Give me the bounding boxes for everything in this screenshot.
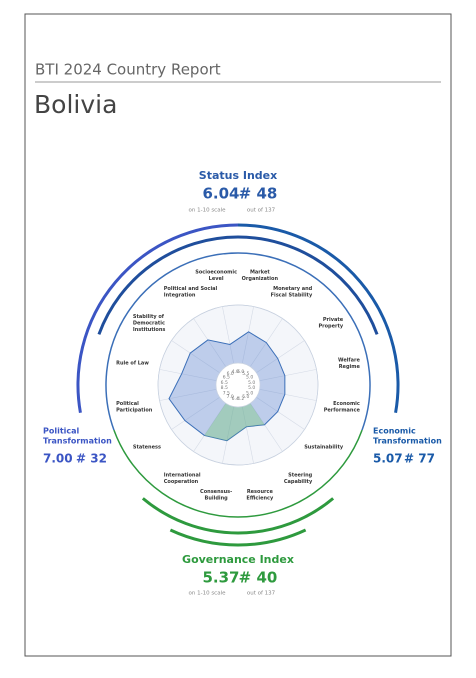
value-label: 5.0 (242, 394, 249, 400)
criterion-label: Political and Social (164, 286, 218, 292)
status-rank: # 48 (239, 185, 278, 203)
governance-rank-note: out of 137 (247, 591, 276, 597)
spoke (222, 306, 235, 364)
section-arc (105, 252, 371, 431)
value-label: 5.0 (246, 390, 253, 396)
spoke (256, 340, 305, 374)
section-arc (97, 235, 379, 335)
value-label: 4.2 (237, 396, 244, 402)
political-title: Political (43, 427, 80, 436)
criterion-label: Participation (116, 408, 153, 414)
country-name: Bolivia (34, 90, 117, 119)
spoke (241, 306, 254, 364)
governance-score: 5.37 (202, 569, 239, 587)
spoke (193, 403, 227, 452)
criterion-label: Market (250, 269, 270, 275)
criterion-label: Private (323, 317, 344, 323)
criterion-label: Socioeconomic (195, 269, 237, 275)
criterion-label: Sustainability (304, 445, 344, 451)
criterion-label: Resource (247, 489, 274, 495)
section-arc (237, 223, 400, 414)
value-label: 5.5 (242, 371, 249, 377)
political-rank: # 32 (76, 452, 107, 466)
criterion-label: Consensus- (200, 489, 232, 495)
report-title: BTI 2024 Country Report (35, 61, 221, 79)
spoke (171, 340, 220, 374)
governance-scale-note: on 1-10 scale (188, 591, 226, 597)
political-score: 7.00 (43, 452, 73, 466)
status-score: 6.04 (202, 185, 239, 203)
radar-center (215, 362, 261, 408)
criterion-label: Stateness (133, 445, 161, 451)
governance-area (204, 385, 265, 441)
criterion-label: International (164, 472, 201, 478)
economic-score: 5.07 (373, 452, 403, 466)
value-label: 8.5 (221, 385, 228, 391)
spoke (222, 406, 235, 464)
value-label: 7.0 (227, 394, 234, 400)
spoke (259, 388, 317, 401)
status-rank-note: out of 137 (247, 208, 276, 214)
value-label: 4.0 (232, 369, 239, 375)
economic-title: Economic (373, 427, 416, 436)
criterion-label: Capability (284, 479, 313, 485)
value-label: 5.0 (246, 375, 253, 381)
criterion-label: Building (205, 496, 229, 502)
criterion-label: Level (209, 276, 224, 282)
criterion-label: Monetary and (273, 286, 313, 292)
value-label: 6.0 (237, 369, 244, 375)
ring (157, 304, 319, 466)
section-arc (141, 497, 335, 535)
spoke (259, 369, 317, 382)
criterion-label: Performance (324, 408, 361, 414)
criterion-label: Organization (242, 276, 279, 282)
criterion-label: Cooperation (164, 479, 199, 485)
status-scale-note: on 1-10 scale (188, 208, 226, 214)
value-label: 6.5 (221, 380, 228, 386)
spoke (256, 396, 305, 430)
value-label: 6.4 (232, 396, 239, 402)
section-arc (113, 429, 363, 518)
spoke (193, 318, 227, 367)
section-arc (76, 223, 239, 414)
criterion-label: Rule of Law (116, 361, 149, 367)
criterion-label: Steering (288, 472, 313, 478)
status-title: Status Index (199, 169, 277, 182)
value-label: 6.0 (227, 371, 234, 377)
criterion-label: Welfare (338, 357, 360, 363)
value-label: 7.5 (223, 390, 230, 396)
value-label: 5.0 (248, 385, 255, 391)
economic-title: Transformation (373, 437, 442, 446)
governance-title: Governance Index (182, 553, 294, 566)
criterion-label: Efficiency (246, 496, 274, 502)
governance-rank: # 40 (239, 569, 278, 587)
spoke (241, 406, 254, 464)
criterion-label: Economic (333, 401, 360, 407)
criterion-label: Property (318, 324, 343, 330)
section-arc (169, 528, 307, 547)
criterion-label: Democratic (133, 320, 165, 326)
criterion-label: Fiscal Stability (271, 293, 313, 299)
spoke (159, 369, 217, 382)
value-label: 5.0 (248, 380, 255, 386)
spoke (249, 403, 283, 452)
criterion-label: Integration (164, 293, 196, 299)
political-title: Transformation (43, 437, 112, 446)
criterion-label: Political (116, 401, 139, 407)
criterion-label: Stability of (133, 314, 165, 320)
criterion-label: Institutions (133, 327, 166, 333)
spoke (171, 396, 220, 430)
criterion-label: Regime (339, 364, 361, 370)
value-label: 6.5 (223, 375, 230, 381)
economic-rank: # 77 (404, 452, 435, 466)
